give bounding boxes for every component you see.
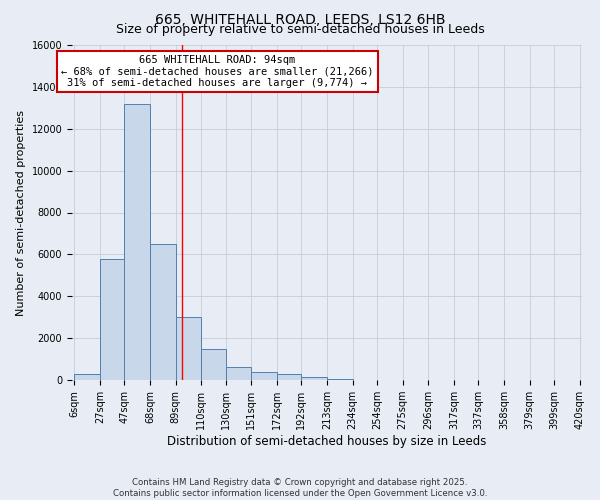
Y-axis label: Number of semi-detached properties: Number of semi-detached properties [16,110,26,316]
Bar [301,378,327,380]
Bar [74,374,100,380]
Bar [277,374,301,380]
Bar [251,372,277,380]
Bar [124,104,150,380]
Text: Contains HM Land Registry data © Crown copyright and database right 2025.
Contai: Contains HM Land Registry data © Crown c… [113,478,487,498]
Bar [176,317,202,380]
X-axis label: Distribution of semi-detached houses by size in Leeds: Distribution of semi-detached houses by … [167,435,487,448]
Text: 665 WHITEHALL ROAD: 94sqm
← 68% of semi-detached houses are smaller (21,266)
31%: 665 WHITEHALL ROAD: 94sqm ← 68% of semi-… [61,55,374,88]
Bar [202,348,226,380]
Bar [100,258,124,380]
Text: Size of property relative to semi-detached houses in Leeds: Size of property relative to semi-detach… [116,22,484,36]
Bar [327,378,353,380]
Bar [150,244,176,380]
Bar [226,368,251,380]
Text: 665, WHITEHALL ROAD, LEEDS, LS12 6HB: 665, WHITEHALL ROAD, LEEDS, LS12 6HB [155,12,445,26]
